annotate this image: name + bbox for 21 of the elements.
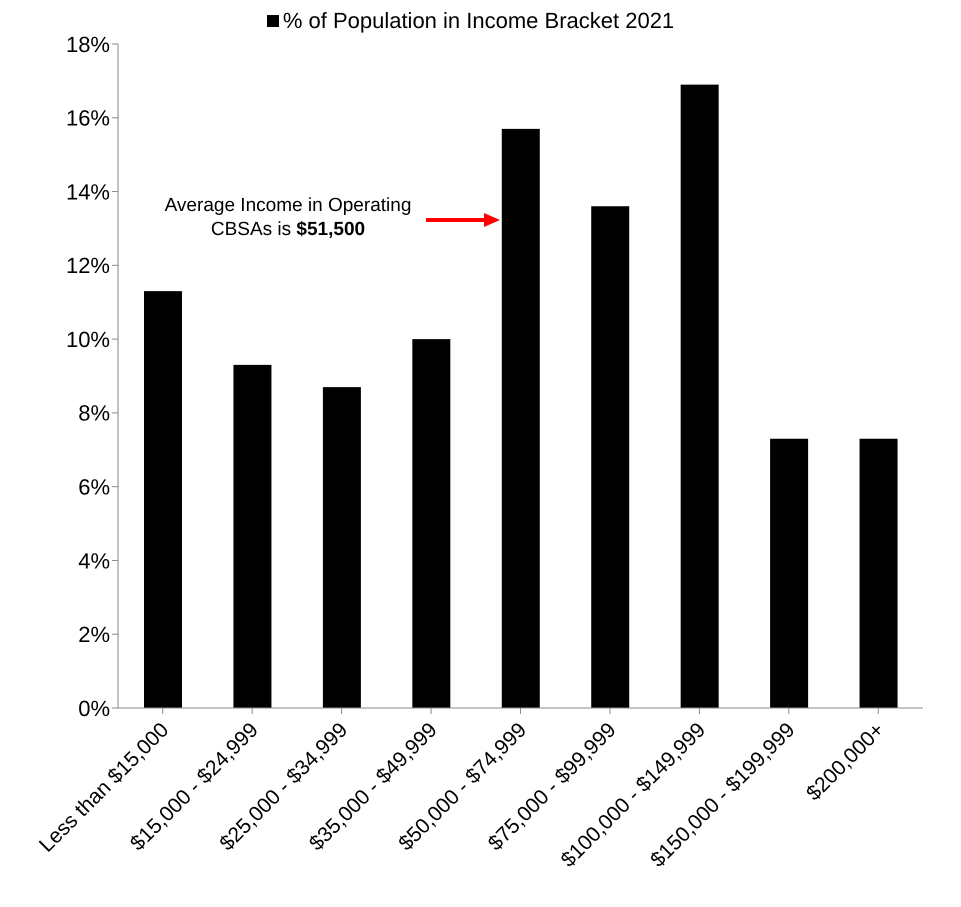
y-tick-label: 6%: [78, 474, 110, 500]
y-tick-label: 10%: [66, 326, 110, 352]
y-tick-label: 2%: [78, 622, 110, 648]
y-tick-label: 14%: [66, 179, 110, 204]
legend-label: % of Population in Income Bracket 2021: [282, 8, 674, 34]
bar: [233, 364, 272, 708]
bar: [860, 438, 898, 708]
y-tick-label: 4%: [78, 548, 110, 574]
y-tick-label: 12%: [66, 253, 110, 278]
annotation: Average Income in Operating CBSAs is $51,500: [164, 195, 412, 240]
bar: [144, 291, 182, 708]
bar: [502, 128, 540, 708]
bar: [680, 84, 719, 708]
y-tick-label: 0%: [78, 696, 110, 721]
y-tick-label: 18%: [66, 32, 110, 57]
bar: [322, 387, 361, 708]
y-tick-label: 16%: [66, 106, 110, 131]
bar: [412, 339, 450, 708]
y-tick-label: 8%: [78, 400, 110, 426]
bar: [770, 438, 808, 708]
bar: [591, 206, 630, 708]
